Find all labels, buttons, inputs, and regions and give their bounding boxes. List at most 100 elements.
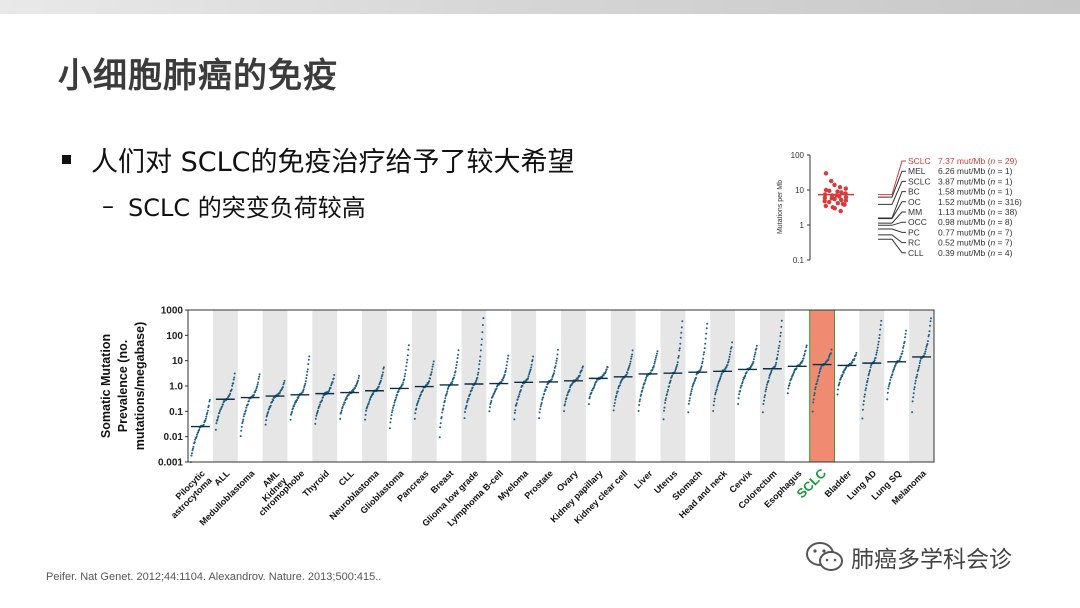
mutation-point (918, 362, 921, 364)
sclc-point (832, 196, 837, 202)
mutation-point (890, 376, 893, 379)
main-y-tick-label: 10 (172, 356, 184, 367)
sclc-point (832, 206, 837, 211)
mutation-point (668, 385, 671, 388)
mutation-point (886, 391, 889, 394)
mutation-point (923, 352, 926, 355)
mutation-point (737, 397, 740, 400)
mutation-point (506, 357, 509, 360)
mutation-point (720, 372, 723, 375)
mutation-point (816, 380, 819, 383)
mutation-point (369, 398, 372, 400)
mutation-point (503, 373, 506, 376)
mutation-point (665, 397, 667, 400)
mutation-point (422, 389, 424, 392)
mutation-point (267, 411, 270, 414)
bullet-item: 人们对 SCLC的免疫治疗给予了较大希望 (62, 140, 574, 179)
mutation-point (830, 348, 833, 351)
mutation-point (641, 389, 644, 392)
mutation-point (689, 392, 692, 395)
mutation-point (875, 353, 878, 356)
mutation-point (340, 411, 343, 414)
mutation-point (330, 384, 333, 387)
mutation-point (675, 365, 678, 368)
mutation-point (391, 409, 394, 412)
mutation-point (578, 374, 581, 377)
mutation-point (911, 411, 914, 414)
mutation-point (786, 392, 789, 395)
mutation-point (704, 342, 707, 345)
mutation-point (879, 328, 882, 331)
main-y-tick-label: 0.001 (158, 458, 183, 469)
mutation-point (913, 388, 916, 391)
mutation-point (544, 388, 547, 391)
mutation-point (778, 340, 781, 343)
mutation-point (291, 410, 293, 413)
category-band (312, 310, 338, 462)
mutation-point (744, 374, 747, 377)
mutation-point (595, 380, 598, 383)
mutation-point (438, 436, 441, 439)
mutation-point (594, 383, 596, 386)
mutation-point (740, 384, 743, 387)
mutation-point (354, 387, 356, 389)
mutation-point (886, 398, 889, 401)
mutation-point (714, 391, 717, 394)
somatic-mutation-prevalence-chart: 1000 100 10 1.0 0.1 0.01 0.001 Somatic Mutation… (99, 306, 935, 528)
mutation-point (861, 408, 864, 411)
mutation-point (568, 388, 571, 391)
mutation-point (639, 398, 642, 401)
top-gradient-bar (0, 0, 1080, 14)
mutation-point (815, 382, 818, 385)
mutation-point (887, 385, 890, 388)
mutation-point (680, 331, 683, 334)
mutation-point (804, 349, 807, 352)
sclc-point (823, 171, 829, 176)
mutation-point (256, 385, 259, 388)
mutation-point (417, 399, 420, 402)
mutation-point (565, 397, 568, 400)
mutation-point (196, 433, 199, 436)
mutation-point (380, 377, 383, 380)
main-y-axis-label: Somatic Mutation (99, 334, 113, 438)
mutation-point (480, 338, 483, 341)
mutation-point (223, 400, 226, 403)
mutation-point (629, 362, 632, 365)
mutation-point (928, 333, 930, 336)
mutation-point (306, 368, 309, 371)
mutation-point (545, 386, 548, 389)
mutation-point (676, 361, 679, 364)
mutation-point (404, 372, 407, 375)
mutation-point (891, 373, 894, 376)
mutation-point (264, 423, 267, 426)
mutation-point (255, 387, 258, 390)
mutation-point (451, 380, 454, 383)
mutation-point (532, 355, 535, 358)
mutation-point (439, 422, 442, 425)
mutation-point (464, 411, 466, 413)
mutation-point (628, 366, 630, 369)
mutation-point (405, 361, 408, 364)
mutation-point (652, 365, 655, 367)
mutation-point (302, 388, 305, 391)
mutation-point (738, 393, 741, 396)
mutation-point (679, 336, 682, 339)
main-y-tick-label: 0.1 (169, 407, 183, 418)
mutation-point (305, 377, 308, 380)
mutation-point (780, 319, 783, 322)
mutation-point (507, 354, 510, 357)
mutation-point (347, 393, 350, 396)
category-band (212, 310, 238, 462)
mutation-point (666, 393, 668, 396)
legend-connector (878, 221, 906, 226)
mutation-point (242, 415, 245, 418)
mutation-point (842, 371, 845, 374)
mutation-point (194, 438, 197, 441)
mutation-point (529, 368, 532, 371)
mutation-point (240, 425, 243, 428)
mutation-point (792, 371, 795, 374)
mutation-point (513, 411, 516, 414)
mutation-point (625, 373, 628, 376)
mutation-point (388, 427, 391, 430)
mutation-point (446, 390, 449, 393)
